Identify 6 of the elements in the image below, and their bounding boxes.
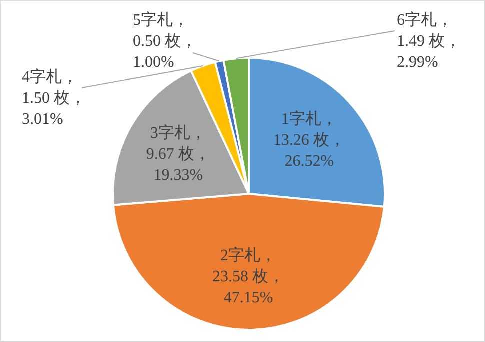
slice-label: 2字札， 23.58 枚， 47.15% xyxy=(212,246,284,307)
slice-label: 3字札， 9.67 枚， 19.33% xyxy=(146,124,210,184)
slice-label: 5字札， 0.50 枚， 1.00% xyxy=(133,11,197,71)
slice-label: 4字札， 1.50 枚， 3.01% xyxy=(22,68,86,128)
slice-label: 6字札， 1.49 枚， 2.99% xyxy=(397,11,461,71)
slice-label: 1字札， 13.26 枚， 26.52% xyxy=(273,110,346,170)
